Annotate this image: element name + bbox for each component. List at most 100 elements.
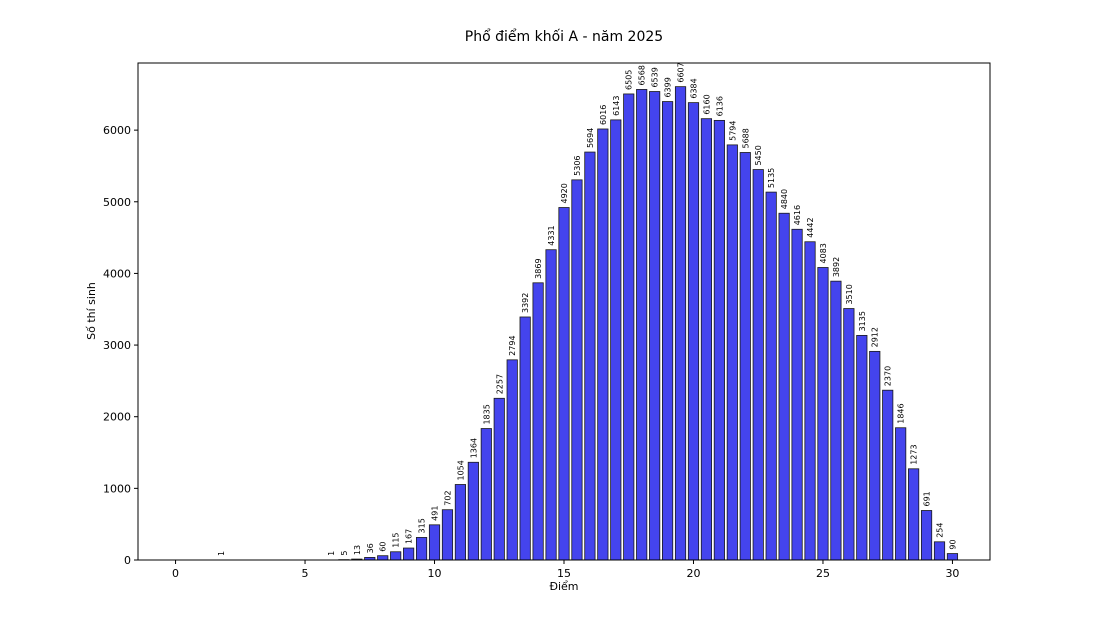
bar [778, 212, 790, 561]
x-axis-label: Điểm [549, 580, 578, 593]
bar-value-label: 3135 [858, 311, 867, 331]
bar [908, 468, 920, 561]
bar-value-label: 5 [340, 551, 349, 556]
bar-value-label: 4331 [547, 225, 556, 245]
y-axis-label: Số thí sinh [85, 282, 98, 340]
bar-value-label: 3392 [521, 293, 530, 313]
x-tick-label: 5 [302, 567, 309, 580]
bar-value-label: 3892 [832, 257, 841, 277]
bar [687, 102, 700, 561]
bar [662, 101, 674, 561]
bar [713, 119, 725, 561]
bar-value-label: 2794 [508, 335, 517, 355]
bar-value-label: 5135 [767, 168, 776, 188]
bar-value-label: 1273 [910, 444, 919, 464]
bar-value-label: 13 [353, 545, 362, 555]
bar-value-label: 2370 [884, 366, 893, 386]
bar-value-label: 4920 [560, 183, 569, 203]
bar-value-label: 1846 [897, 403, 906, 423]
bar [882, 389, 894, 561]
bar-value-label: 115 [392, 532, 401, 547]
bar-value-label: 4840 [780, 189, 789, 209]
bar [519, 316, 531, 561]
bar [390, 551, 402, 561]
bar-value-label: 315 [418, 518, 427, 533]
bar-value-label: 1 [217, 551, 226, 556]
bar [933, 541, 946, 561]
bar [506, 359, 518, 561]
bar-value-label: 4616 [793, 205, 802, 225]
y-tick-label: 5000 [103, 196, 131, 209]
x-tick-label: 0 [172, 567, 179, 580]
bar-value-label: 3510 [845, 284, 854, 304]
x-axis: 0 5 10 15 20 25 30 [172, 560, 959, 580]
bar [895, 427, 907, 561]
bar [441, 509, 454, 561]
bar [791, 228, 803, 561]
bar-value-label: 1054 [456, 460, 465, 480]
bar [558, 207, 570, 561]
bar [765, 191, 777, 561]
bar [493, 397, 505, 561]
bars-group [215, 86, 959, 561]
bar-value-label: 5306 [573, 155, 582, 175]
bar-value-label: 1 [327, 551, 336, 556]
x-tick-label: 30 [945, 567, 959, 580]
bar-value-label: 6160 [702, 94, 711, 114]
bar-value-label: 4442 [806, 217, 815, 237]
bar-value-label: 491 [431, 506, 440, 521]
bar-value-label: 3869 [534, 258, 543, 278]
bar-value-label: 6399 [664, 77, 673, 97]
bar-value-label: 6539 [651, 67, 660, 87]
x-tick-label: 20 [686, 567, 700, 580]
chart-title: Phổ điểm khối A - năm 2025 [465, 28, 663, 45]
bar-value-label: 4083 [819, 243, 828, 263]
bar [428, 524, 441, 561]
y-tick-label: 0 [124, 554, 131, 567]
bar-value-label: 702 [443, 490, 452, 505]
bar [920, 510, 933, 561]
bar-value-label: 2257 [495, 374, 504, 394]
bar [597, 128, 609, 561]
bar-value-label: 254 [936, 523, 945, 538]
bar [739, 152, 751, 561]
bar [752, 169, 764, 561]
bar-value-label: 691 [923, 491, 932, 506]
bar [454, 484, 466, 561]
bar [571, 179, 583, 561]
y-tick-label: 3000 [103, 339, 131, 352]
bar-value-label: 1835 [482, 404, 491, 424]
x-tick-label: 15 [557, 567, 571, 580]
bar [700, 118, 713, 561]
bar [403, 547, 415, 561]
bar-value-label: 5694 [586, 128, 595, 148]
bar [804, 241, 816, 561]
bar [856, 334, 868, 561]
bar-value-label: 90 [948, 539, 957, 549]
bar-value-label: 5688 [741, 128, 750, 148]
bar [377, 555, 389, 561]
bar [636, 89, 648, 561]
bar [584, 151, 596, 561]
bar-value-label: 2912 [871, 327, 880, 347]
bar-value-label: 6136 [715, 96, 724, 116]
bar [830, 280, 842, 561]
y-tick-label: 4000 [103, 267, 131, 280]
bar-value-label: 5794 [728, 121, 737, 141]
bar [610, 119, 622, 561]
bar-value-label: 167 [405, 529, 414, 544]
bar-value-label: 1364 [469, 438, 478, 458]
bar [415, 537, 428, 561]
data-labels-group: 1 1 5 13 36 60 115 1673154917021054136418352257… [217, 62, 958, 556]
bar [480, 428, 492, 561]
y-tick-label: 1000 [103, 482, 131, 495]
bar [623, 93, 635, 561]
bar [545, 249, 557, 561]
x-tick-label: 10 [428, 567, 442, 580]
bar [869, 350, 881, 561]
bar [674, 86, 687, 561]
bar [843, 308, 855, 561]
bar [946, 553, 959, 561]
bar [817, 267, 829, 561]
